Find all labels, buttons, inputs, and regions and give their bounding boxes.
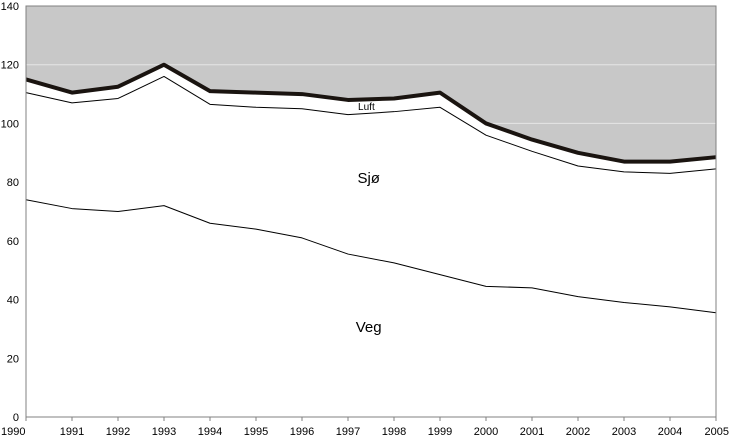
series-line-sjo [25, 75, 717, 174]
x-tick-label: 1990 [1, 426, 25, 437]
y-tick-label: 140 [1, 1, 19, 13]
chart-labels: Veg Sjø Luft [356, 102, 382, 336]
y-tick-label: 20 [7, 353, 19, 365]
area-label-luft: Luft [358, 102, 375, 113]
x-tick-label: 1991 [60, 426, 84, 437]
plot-border [25, 5, 717, 418]
x-tick-label: 2000 [474, 426, 498, 437]
area-label-sjo: Sjø [357, 170, 380, 187]
x-tick-label: 1997 [336, 426, 360, 437]
x-tick-label: 1992 [106, 426, 130, 437]
y-tick-label: 60 [7, 236, 19, 248]
y-tick-label: 40 [7, 295, 19, 307]
series-line-luft [25, 62, 717, 164]
area-label-veg: Veg [356, 319, 382, 336]
stacked-area-fill [26, 64, 716, 417]
x-tick-label: 2001 [520, 426, 544, 437]
x-tick-label: 1998 [382, 426, 406, 437]
x-tick-label: 2004 [658, 426, 682, 437]
x-tick-label: 1995 [244, 426, 268, 437]
y-tick-label: 100 [1, 118, 19, 130]
x-tick-label: 1999 [428, 426, 452, 437]
x-tick-label: 1994 [198, 426, 222, 437]
y-tick-label: 120 [1, 60, 19, 72]
x-tick-label: 1996 [290, 426, 314, 437]
y-tick-label: 80 [7, 177, 19, 189]
series-line-veg [25, 199, 717, 314]
x-tick-label: 2002 [566, 426, 590, 437]
chart-lines [25, 62, 717, 314]
y-tick-label: 0 [13, 412, 19, 424]
chart-areas [26, 64, 716, 417]
x-tick-label: 2003 [612, 426, 636, 437]
x-tick-label: 1993 [152, 426, 176, 437]
x-tick-label: 2005 [705, 426, 729, 437]
